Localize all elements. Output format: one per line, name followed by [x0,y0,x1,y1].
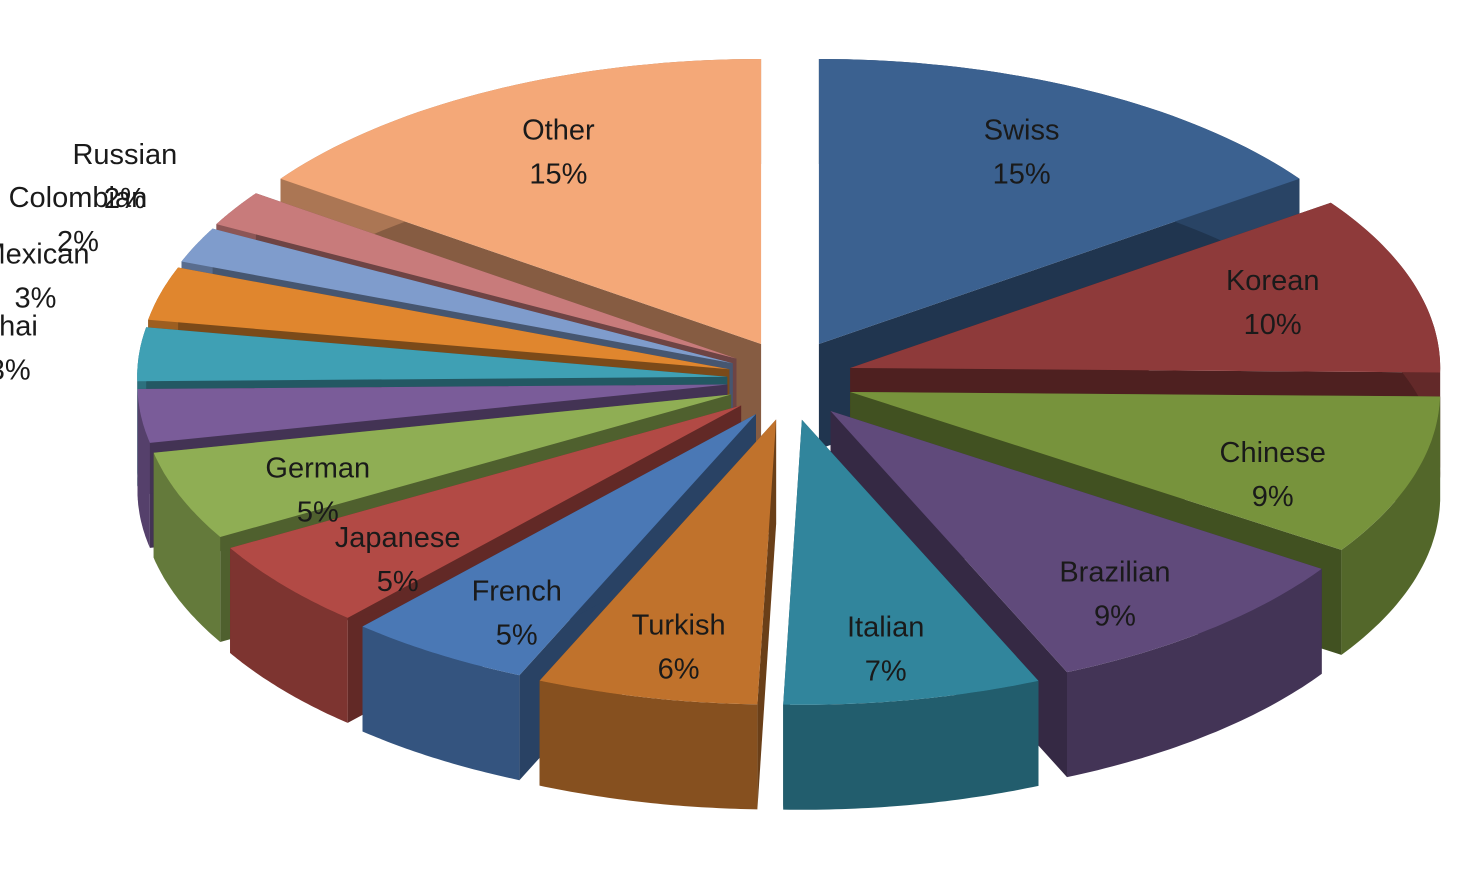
category-label: Russian [72,139,177,171]
value-label: 15% [529,159,587,191]
slice-side [153,394,732,558]
category-label: Thai [0,310,38,342]
slice-side [362,626,520,781]
slice-side [230,548,348,723]
slice [783,419,1039,705]
category-label: Brazilian [1059,556,1170,588]
category-label: Swiss [984,115,1060,147]
slice [539,419,777,705]
slice-side [153,452,221,642]
slice [850,392,1441,550]
value-label: 9% [1252,481,1294,513]
slice-side [783,680,1039,810]
category-label: Other [522,115,595,147]
value-label: 5% [297,496,339,528]
category-label: German [265,452,370,484]
slice-side [1067,568,1322,778]
slice [230,405,742,618]
value-label: 9% [1094,600,1136,632]
value-label: 15% [993,159,1051,191]
category-label: Turkish [632,610,726,642]
value-label: 2% [104,183,146,215]
slice [362,414,756,676]
value-label: 10% [1244,309,1302,341]
category-label: Italian [847,611,924,643]
category-label: Chinese [1220,437,1326,469]
category-label: Korean [1226,265,1320,297]
value-label: 3% [0,354,31,386]
category-label: French [472,576,562,608]
slice [830,411,1322,673]
value-label: 2% [57,226,99,258]
slice [148,267,730,370]
slice-side [1341,396,1441,655]
slice [153,394,732,537]
slice-side [539,680,758,810]
slice [280,59,762,344]
value-label: 3% [15,283,57,315]
slice [216,193,737,359]
slice [818,59,1300,344]
slice [850,202,1441,373]
value-label: 6% [658,654,700,686]
slice-side [137,389,150,548]
value-label: 7% [865,655,907,687]
slice [137,384,728,443]
slice [181,228,733,364]
category-label: Mexican [0,239,90,271]
category-label: Colombian [9,182,148,214]
value-label: 5% [496,620,538,652]
value-label: 5% [377,566,419,598]
category-label: Japanese [335,522,461,554]
slice [137,327,728,382]
